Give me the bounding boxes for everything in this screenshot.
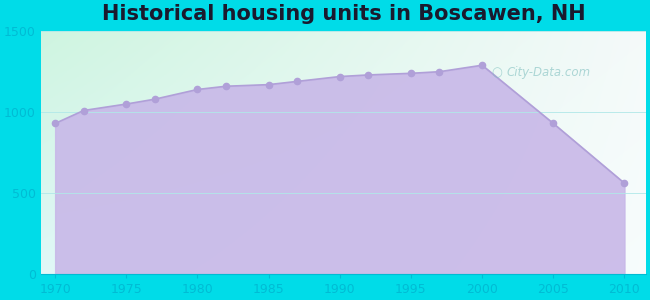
Text: ○: ○	[491, 66, 502, 79]
Text: City-Data.com: City-Data.com	[507, 66, 591, 79]
Title: Historical housing units in Boscawen, NH: Historical housing units in Boscawen, NH	[101, 4, 585, 24]
